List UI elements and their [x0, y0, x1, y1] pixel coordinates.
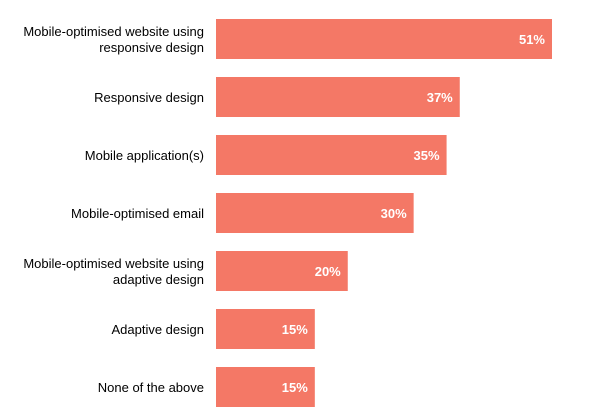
category-label-line: responsive design [99, 40, 204, 55]
category-label-line: Responsive design [94, 90, 204, 105]
value-label-6: 15% [282, 322, 308, 337]
category-label-4: Mobile-optimised email [71, 206, 204, 221]
bar-2 [216, 77, 460, 117]
category-label-1: Mobile-optimised website using responsive… [23, 24, 204, 55]
bar-5 [216, 251, 348, 291]
category-label-line: Mobile-optimised website using [23, 256, 204, 271]
category-label-6: Adaptive design [111, 322, 204, 337]
category-label-line: Adaptive design [111, 322, 204, 337]
category-label-line: Mobile-optimised email [71, 206, 204, 221]
category-label-5: Mobile-optimised website using adaptive d… [23, 256, 204, 287]
category-label-3: Mobile application(s) [85, 148, 204, 163]
bar-1 [216, 19, 552, 59]
category-label-line: None of the above [98, 380, 204, 395]
bar-3 [216, 135, 447, 175]
category-label-line: Mobile application(s) [85, 148, 204, 163]
value-label-3: 35% [414, 148, 440, 163]
category-label-line: Mobile-optimised website using [23, 24, 204, 39]
value-label-1: 51% [519, 32, 545, 47]
value-label-4: 30% [381, 206, 407, 221]
value-label-2: 37% [427, 90, 453, 105]
bar-4 [216, 193, 414, 233]
category-label-7: None of the above [98, 380, 204, 395]
bar-7 [216, 367, 315, 407]
category-label-2: Responsive design [94, 90, 204, 105]
value-label-7: 15% [282, 380, 308, 395]
bar-6 [216, 309, 315, 349]
category-label-line: adaptive design [113, 272, 204, 287]
value-label-5: 20% [315, 264, 341, 279]
